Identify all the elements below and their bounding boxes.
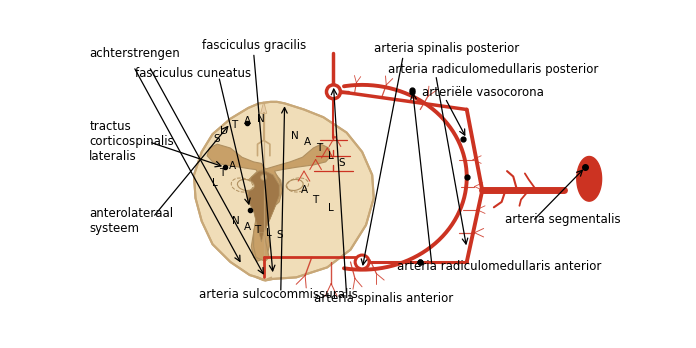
Polygon shape	[207, 144, 283, 261]
Text: arteria spinalis posterior: arteria spinalis posterior	[374, 42, 519, 55]
Text: T: T	[313, 195, 319, 205]
Text: fasciculus gracilis: fasciculus gracilis	[202, 39, 306, 53]
Text: T: T	[317, 143, 323, 153]
Text: A: A	[244, 222, 251, 231]
Ellipse shape	[286, 180, 303, 190]
Text: arteria sulcocommissuralis: arteria sulcocommissuralis	[199, 288, 358, 301]
Text: arteria radiculomedullaris anterior: arteria radiculomedullaris anterior	[397, 260, 601, 273]
Text: A: A	[301, 185, 308, 195]
Polygon shape	[248, 171, 279, 242]
Text: A: A	[304, 137, 311, 147]
Text: L: L	[329, 203, 334, 213]
Text: N: N	[291, 132, 299, 142]
Text: fasciculus cuneatus: fasciculus cuneatus	[135, 67, 251, 80]
Text: T: T	[219, 168, 226, 178]
Text: arteria spinalis anterior: arteria spinalis anterior	[314, 292, 453, 305]
Text: N: N	[257, 114, 264, 124]
Text: A: A	[244, 116, 251, 126]
Text: T: T	[254, 226, 260, 235]
Text: L: L	[220, 126, 226, 136]
Text: N: N	[232, 216, 239, 226]
Text: S: S	[338, 158, 345, 168]
Text: arteria radiculomedullaris posterior: arteria radiculomedullaris posterior	[388, 63, 598, 76]
Text: T: T	[231, 120, 237, 130]
Polygon shape	[260, 102, 267, 113]
Text: arteria segmentalis: arteria segmentalis	[505, 213, 621, 227]
Polygon shape	[246, 144, 331, 261]
Text: L: L	[329, 151, 334, 161]
Text: S: S	[276, 230, 283, 240]
Circle shape	[260, 174, 267, 180]
Text: A: A	[229, 161, 236, 171]
Polygon shape	[194, 102, 374, 280]
Circle shape	[326, 85, 340, 99]
Circle shape	[355, 255, 369, 269]
Text: arteriële vasocorona: arteriële vasocorona	[422, 86, 544, 99]
Polygon shape	[577, 157, 601, 201]
Text: anterolateraal
systeem: anterolateraal systeem	[89, 207, 173, 235]
Text: L: L	[267, 228, 272, 238]
Text: tractus
corticospinalis
lateralis: tractus corticospinalis lateralis	[89, 120, 174, 163]
Text: S: S	[213, 134, 220, 144]
Text: achterstrengen: achterstrengen	[89, 47, 180, 60]
Text: L: L	[212, 178, 218, 188]
Ellipse shape	[237, 180, 254, 190]
Polygon shape	[248, 171, 279, 233]
